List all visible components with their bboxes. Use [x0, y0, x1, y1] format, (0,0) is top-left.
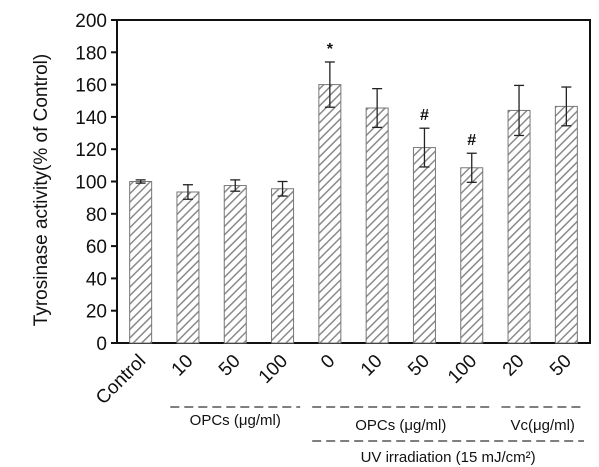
bar	[271, 188, 295, 344]
y-tick-label: 200	[75, 11, 107, 32]
y-axis-label: Tyrosinase activity(% of Control)	[31, 54, 52, 326]
bar	[129, 181, 153, 344]
y-tick-label: 40	[86, 269, 107, 290]
x-category-label: 50	[404, 351, 434, 381]
group-label: OPCs (μg/ml)	[355, 417, 446, 434]
x-category-label: Control	[92, 351, 150, 409]
x-category-label: 100	[255, 351, 292, 388]
y-tick-label: 120	[75, 140, 107, 161]
x-category-label: 10	[357, 351, 387, 381]
y-tick-label: 180	[75, 43, 107, 64]
x-category-label: 0	[317, 351, 339, 373]
x-category-label: 100	[444, 351, 481, 388]
x-category-label: 20	[499, 351, 529, 381]
bar	[460, 167, 484, 344]
y-tick-label: 100	[75, 173, 107, 194]
bar	[365, 107, 389, 344]
bar	[176, 191, 200, 344]
significance-marker: #	[467, 132, 476, 149]
x-category-label: 50	[215, 351, 245, 381]
bar	[412, 147, 436, 344]
bar	[554, 105, 578, 344]
significance-marker: #	[420, 107, 429, 124]
x-category-label: 50	[546, 351, 576, 381]
bar	[223, 185, 247, 344]
y-tick-label: 160	[75, 76, 107, 97]
x-category-label: 10	[168, 351, 198, 381]
group-label: UV irradiation (15 mJ/cm²)	[361, 449, 536, 466]
y-tick-label: 60	[86, 237, 107, 258]
y-tick-label: 0	[96, 334, 107, 355]
significance-marker: *	[327, 41, 334, 58]
y-tick-label: 140	[75, 108, 107, 129]
group-label: Vc(μg/ml)	[510, 417, 574, 434]
group-label: OPCs (μg/ml)	[190, 412, 281, 429]
y-tick-label: 20	[86, 302, 107, 323]
bar	[318, 84, 342, 344]
y-tick-label: 80	[86, 205, 107, 226]
bar	[507, 109, 531, 344]
